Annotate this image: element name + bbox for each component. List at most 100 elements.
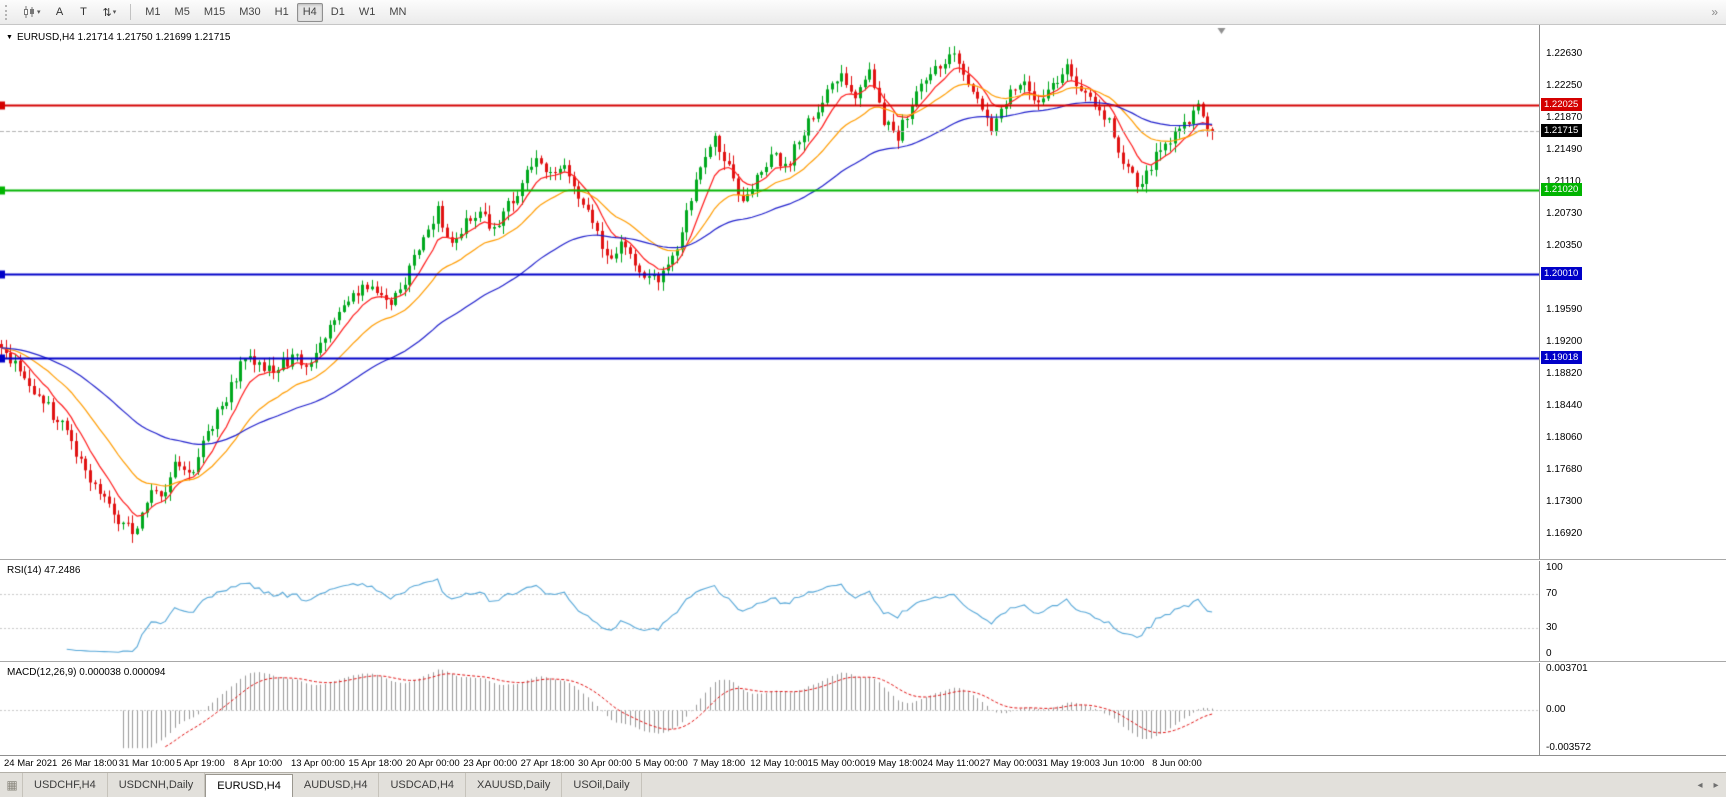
chart-title: ▼ EURUSD,H4 1.21714 1.21750 1.21699 1.21… [6,32,230,43]
panel-divider[interactable] [0,661,1726,663]
time-tick-label: 7 May 18:00 [692,758,746,769]
chart-panel[interactable]: 1.22630 1.22250 1.21870 1.21490 1.21110 1.207… [0,25,1726,559]
price-line-badge: 1.21020 [1541,182,1583,196]
time-tick-label: 20 Apr 00:00 [405,758,460,769]
tab-label: USDCAD,H4 [390,779,455,791]
price-tick-label: 1.22630 [1546,48,1583,60]
toolbar-grip[interactable] [5,4,10,20]
tab-label: USDCHF,H4 [34,779,96,791]
chevron-down-icon: ▾ [37,9,41,16]
price-line-badge: 1.19018 [1541,350,1583,364]
price-tick-label: 1.21110 [1546,176,1581,187]
t-tool-button[interactable]: T [80,6,87,18]
macd-panel[interactable]: 0.003701 0.00 -0.003572 MACD(12,26,9) 0.00… [0,663,1726,755]
price-tick-label: 1.21870 [1546,112,1583,124]
chart-context-icon[interactable]: ▼ [6,34,13,41]
time-axis[interactable]: 24 Mar 2021 26 Mar 18:00 31 Mar 10:00 5 Apr… [0,755,1726,772]
price-tick-label: 1.18060 [1546,432,1583,444]
rsi-tick-label: 70 [1546,587,1558,599]
tab-scroll-left-button[interactable]: ◂ [1697,779,1703,791]
chart-tabbar: ▦ USDCHF,H4 USDCNH,Daily EURUSD,H4 AUDUS… [0,772,1726,797]
price-line-badge: 1.22025 [1541,98,1583,112]
macd-canvas [0,663,1539,755]
macd-tick-label: 0.00 [1546,703,1566,715]
time-tick-label: 12 May 10:00 [750,758,808,769]
charts-list-icon[interactable]: ▦ [6,778,18,792]
rsi-panel[interactable]: 100 70 30 0 RSI(14) 47.2486 [0,561,1726,661]
time-tick-label: 31 May 19:00 [1037,758,1095,769]
macd-tick-label: -0.003572 [1546,742,1592,754]
chart-type-button[interactable]: ▾ [16,3,47,22]
toolbar-overflow-button[interactable]: » [1711,5,1718,19]
arrows-tool-button[interactable]: ⇅ ▾ [97,3,123,22]
timeframe-w1-button[interactable]: W1 [358,6,376,18]
time-tick-label: 24 May 11:00 [922,758,980,769]
tab-label: USDCNH,Daily [118,779,194,791]
chart-tab-usdcnh-daily[interactable]: USDCNH,Daily [108,773,206,797]
macd-tick-label: 0.003701 [1546,663,1588,675]
price-tick-label: 1.17300 [1546,495,1583,507]
chart-tab-usoil-daily[interactable]: USOil,Daily [562,773,642,797]
time-tick-label: 15 May 00:00 [807,758,866,769]
toolbar-separator [130,4,132,20]
price-chart-canvas[interactable] [0,25,1539,559]
timeframe-m5-button[interactable]: M5 [174,6,190,18]
price-tick-label: 1.22250 [1546,80,1583,92]
timeframe-m15-button[interactable]: M15 [203,6,226,18]
rsi-scale[interactable]: 100 70 30 0 [1539,561,1726,661]
price-tick-label: 1.19590 [1546,303,1583,315]
timeframe-h4-button[interactable]: H4 [296,2,323,22]
time-tick-label: 27 Apr 18:00 [520,758,575,769]
time-tick-label: 27 May 00:00 [979,758,1038,769]
price-tick-label: 1.20350 [1546,239,1583,251]
tab-scroll-right-button[interactable]: ▸ [1713,779,1719,791]
tab-label: XAUUSD,Daily [477,779,551,791]
chevron-down-icon: ▾ [112,9,117,16]
time-tick-label: 23 Apr 00:00 [463,758,518,769]
rsi-tick-label: 0 [1546,648,1552,660]
time-tick-label: 15 Apr 18:00 [348,758,403,769]
chart-tab-audusd-h4[interactable]: AUDUSD,H4 [293,773,380,797]
macd-label: MACD(12,26,9) 0.000038 0.000094 [7,667,166,678]
time-tick-label: 30 Apr 00:00 [578,758,632,769]
rsi-label: RSI(14) 47.2486 [7,565,81,576]
macd-scale[interactable]: 0.003701 0.00 -0.003572 [1539,663,1726,755]
price-tick-label: 1.18820 [1546,368,1583,380]
chart-ohlc-title: EURUSD,H4 1.21714 1.21750 1.21699 1.2171… [16,32,231,43]
timeframe-m1-button[interactable]: M1 [145,6,161,18]
up-down-arrows-icon: ⇅ [102,6,112,19]
tab-label: AUDUSD,H4 [303,779,368,791]
price-tick-label: 1.19200 [1546,336,1583,348]
chart-window: 1.22630 1.22250 1.21870 1.21490 1.21110 1.207… [0,25,1726,797]
candles-icon [24,6,34,18]
tab-label: EURUSD,H4 [217,780,281,792]
rsi-canvas [0,561,1539,661]
time-tick-label: 3 Jun 10:00 [1094,758,1145,769]
price-tick-label: 1.21490 [1546,144,1583,156]
tab-label: USOil,Daily [573,779,630,791]
timeframe-h1-button[interactable]: H1 [274,6,289,18]
chart-tab-usdchf-h4[interactable]: USDCHF,H4 [22,773,108,797]
price-tick-label: 1.18440 [1546,400,1583,412]
rsi-tick-label: 30 [1546,622,1558,634]
time-tick-label: 24 Mar 2021 [4,758,58,769]
timeframe-mn-button[interactable]: MN [389,6,407,18]
time-tick-label: 8 Apr 10:00 [233,758,283,769]
chart-tab-xauusd-daily[interactable]: XAUUSD,Daily [466,773,563,797]
chart-tab-eurusd-h4[interactable]: EURUSD,H4 [205,774,293,797]
chart-tab-usdcad-h4[interactable]: USDCAD,H4 [379,773,467,797]
time-tick-label: 5 Apr 19:00 [176,758,225,769]
timeframe-m30-button[interactable]: M30 [239,6,261,18]
price-tick-label: 1.16920 [1546,527,1583,539]
a-tool-button[interactable]: A [55,6,64,18]
price-scale[interactable]: 1.22630 1.22250 1.21870 1.21490 1.21110 1.207… [1539,25,1726,559]
price-tick-label: 1.17680 [1546,464,1583,475]
time-tick-label: 13 Apr 00:00 [291,758,345,769]
panel-divider[interactable] [0,559,1726,561]
top-toolbar: ▾ A T ⇅ ▾ M1 M5 M15 M30 H1 H4 D1 W1 MN » [0,0,1726,25]
timeframe-d1-button[interactable]: D1 [330,6,345,18]
price-tick-label: 1.20730 [1546,207,1583,219]
time-tick-label: 8 Jun 00:00 [1152,758,1202,769]
price-line-badge: 1.20010 [1541,267,1583,281]
